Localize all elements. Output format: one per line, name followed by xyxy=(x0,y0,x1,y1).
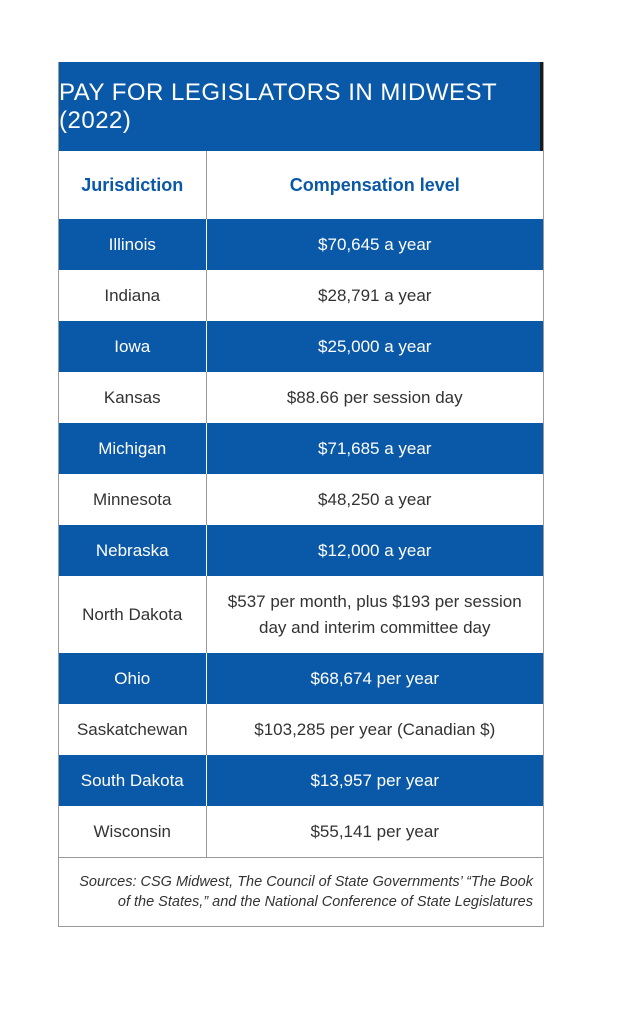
jurisdiction-cell: Iowa xyxy=(59,321,207,372)
table-row: Michigan $71,685 a year xyxy=(59,423,543,474)
compensation-cell: $70,645 a year xyxy=(206,219,543,270)
header-row: Jurisdiction Compensation level xyxy=(59,151,543,219)
compensation-cell: $88.66 per session day xyxy=(206,372,543,423)
jurisdiction-cell: South Dakota xyxy=(59,755,207,806)
jurisdiction-cell: Indiana xyxy=(59,270,207,321)
table-row: Indiana $28,791 a year xyxy=(59,270,543,321)
header-compensation: Compensation level xyxy=(206,151,543,219)
compensation-cell: $13,957 per year xyxy=(206,755,543,806)
table-row: Illinois $70,645 a year xyxy=(59,219,543,270)
table-row: Wisconsin $55,141 per year xyxy=(59,806,543,857)
header-jurisdiction: Jurisdiction xyxy=(59,151,207,219)
table-row: Nebraska $12,000 a year xyxy=(59,525,543,576)
jurisdiction-cell: Nebraska xyxy=(59,525,207,576)
sources-note: Sources: CSG Midwest, The Council of Sta… xyxy=(59,857,543,926)
table-title: PAY FOR LEGISLATORS IN MIDWEST (2022) xyxy=(59,62,543,151)
compensation-cell: $68,674 per year xyxy=(206,653,543,704)
jurisdiction-cell: Ohio xyxy=(59,653,207,704)
table-row: Iowa $25,000 a year xyxy=(59,321,543,372)
compensation-cell: $48,250 a year xyxy=(206,474,543,525)
legislator-pay-card: PAY FOR LEGISLATORS IN MIDWEST (2022) Ju… xyxy=(58,62,544,927)
table-row: Saskatchewan $103,285 per year (Canadian… xyxy=(59,704,543,755)
compensation-cell: $25,000 a year xyxy=(206,321,543,372)
compensation-cell: $103,285 per year (Canadian $) xyxy=(206,704,543,755)
jurisdiction-cell: Saskatchewan xyxy=(59,704,207,755)
compensation-cell: $28,791 a year xyxy=(206,270,543,321)
compensation-cell: $537 per month, plus $193 per session da… xyxy=(206,576,543,653)
jurisdiction-cell: Wisconsin xyxy=(59,806,207,857)
jurisdiction-cell: Kansas xyxy=(59,372,207,423)
compensation-cell: $55,141 per year xyxy=(206,806,543,857)
jurisdiction-cell: Michigan xyxy=(59,423,207,474)
compensation-table: Jurisdiction Compensation level Illinois… xyxy=(59,151,543,857)
compensation-cell: $12,000 a year xyxy=(206,525,543,576)
compensation-cell: $71,685 a year xyxy=(206,423,543,474)
table-row: Minnesota $48,250 a year xyxy=(59,474,543,525)
jurisdiction-cell: Minnesota xyxy=(59,474,207,525)
table-row: Kansas $88.66 per session day xyxy=(59,372,543,423)
table-row: South Dakota $13,957 per year xyxy=(59,755,543,806)
table-row: Ohio $68,674 per year xyxy=(59,653,543,704)
jurisdiction-cell: North Dakota xyxy=(59,576,207,653)
jurisdiction-cell: Illinois xyxy=(59,219,207,270)
table-row: North Dakota $537 per month, plus $193 p… xyxy=(59,576,543,653)
